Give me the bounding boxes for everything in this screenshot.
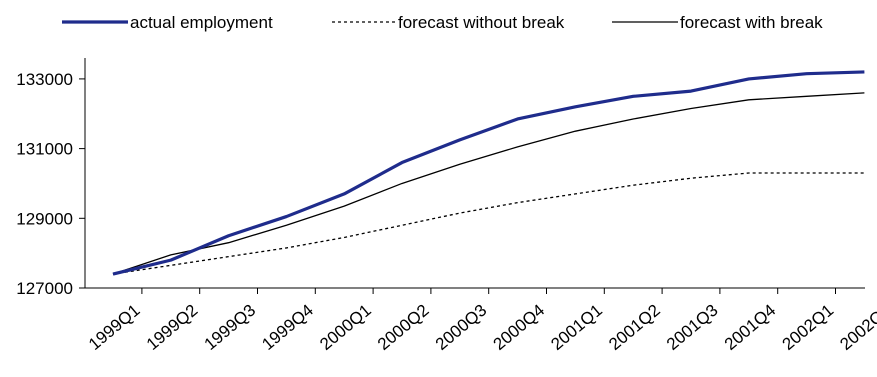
y-tick-label: 133000 [16,70,73,89]
legend-label: forecast without break [398,13,565,32]
legend-label: actual employment [130,13,273,32]
legend: actual employment forecast without break f… [62,13,823,32]
x-tick-label: 2000Q2 [374,301,433,354]
x-tick-label: 2001Q1 [547,301,606,354]
y-tick-label: 129000 [16,209,73,228]
series-layer [112,70,865,276]
series-line-forecast-with-break [112,92,865,275]
x-tick-label: 2000Q3 [432,301,491,354]
x-tick-label: 1999Q3 [201,301,260,354]
x-tick-label: 2001Q2 [605,301,664,354]
series-line-actual-employment [112,70,865,276]
x-tick-label: 2000Q1 [316,301,375,354]
x-tick-label: 2002Q1 [779,301,838,354]
y-tick-label: 127000 [16,279,73,298]
series-line-forecast-without-break [112,172,865,275]
x-tick-label: 2002Q2 [836,301,877,354]
x-tick-label: 2001Q4 [721,301,780,354]
x-tick-label: 2000Q4 [490,301,549,354]
x-tick-label: 1999Q4 [258,301,317,354]
x-tick-label: 1999Q2 [143,301,202,354]
y-tick-label: 131000 [16,140,73,159]
x-tick-label: 1999Q1 [85,301,144,354]
legend-label: forecast with break [680,13,823,32]
x-tick-label: 2001Q3 [663,301,722,354]
